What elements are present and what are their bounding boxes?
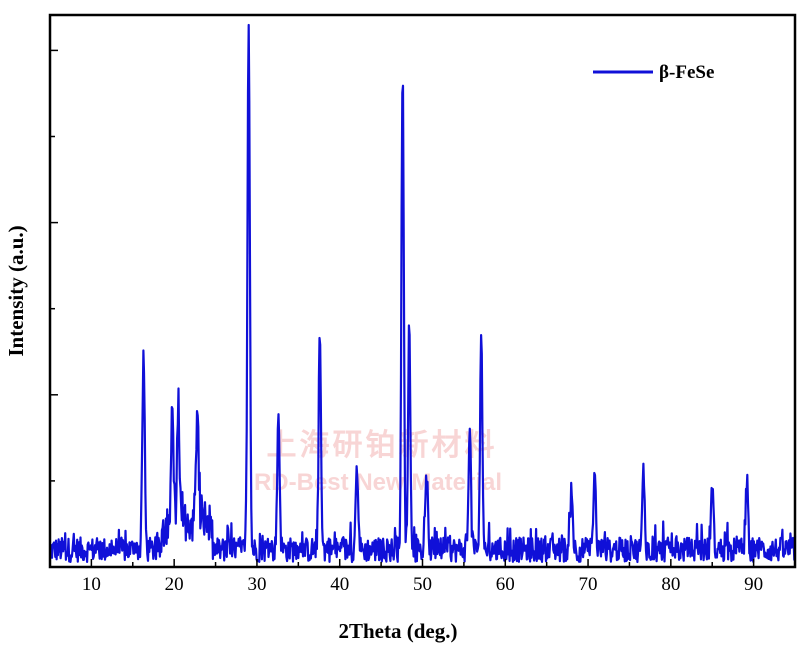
x-tick-label: 70 <box>579 574 598 595</box>
x-axis-title: 2Theta (deg.) <box>339 619 458 643</box>
x-tick-label: 80 <box>661 574 680 595</box>
watermark: 上海研铂新材料 RD-Best New Material <box>254 428 502 496</box>
x-tick-label: 60 <box>496 574 515 595</box>
x-tick-label: 20 <box>165 574 184 595</box>
watermark-cn: 上海研铂新材料 <box>267 428 498 463</box>
legend-label: β-FeSe <box>659 62 714 83</box>
y-axis-title: Intensity (a.u.) <box>4 225 28 356</box>
x-tick-label: 10 <box>82 574 101 595</box>
x-tick-label: 50 <box>413 574 432 595</box>
x-axis-ticks: 10 20 30 40 50 60 70 80 90 <box>49 559 796 595</box>
legend: β-FeSe <box>593 62 714 83</box>
x-tick-label: 30 <box>247 574 266 595</box>
series-line-beta-fese <box>49 23 797 564</box>
y-axis-ticks <box>50 49 58 568</box>
x-tick-label: 40 <box>330 574 349 595</box>
x-tick-label: 90 <box>744 574 763 595</box>
watermark-en: RD-Best New Material <box>254 469 502 496</box>
